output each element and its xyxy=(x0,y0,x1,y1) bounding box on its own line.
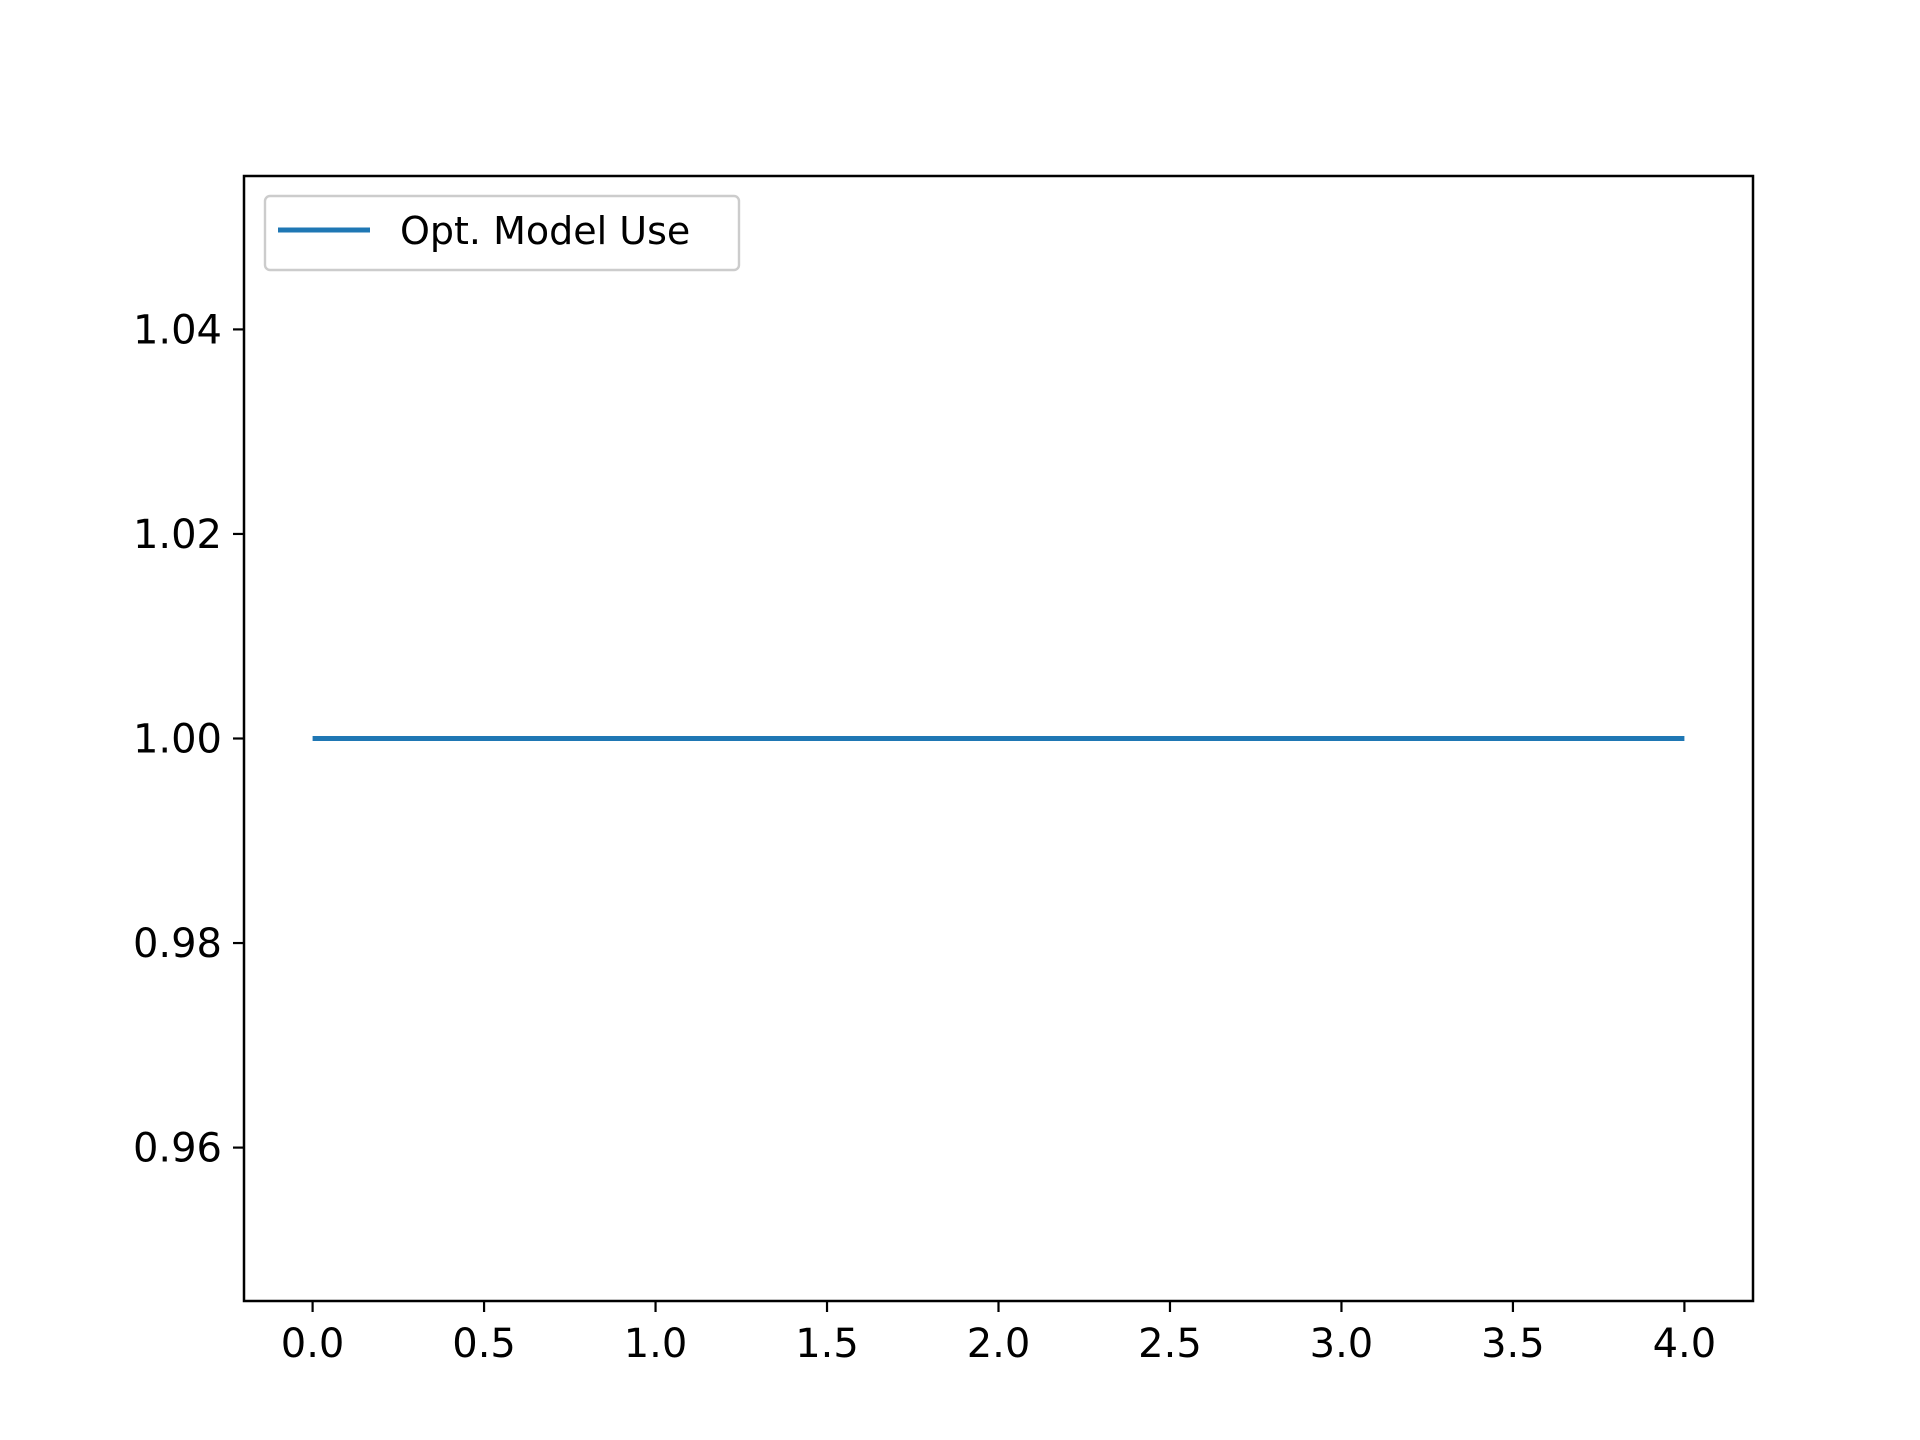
y-tick-label: 0.98 xyxy=(133,921,222,967)
x-tick-label: 2.5 xyxy=(1138,1321,1202,1367)
axes: 0.0 0.5 1.0 1.5 2.0 2.5 3.0 3.5 4.0 0.96 0.98 1.00 1… xyxy=(133,174,1755,1367)
x-tick-label: 1.0 xyxy=(624,1321,688,1367)
legend-label: Opt. Model Use xyxy=(400,209,690,253)
y-tick-label: 1.02 xyxy=(133,512,222,558)
x-tick-label: 4.0 xyxy=(1653,1321,1717,1367)
y-tick-label: 0.96 xyxy=(133,1126,222,1172)
y-tick-label: 1.04 xyxy=(133,307,222,353)
x-tick-label: 0.5 xyxy=(452,1321,516,1367)
x-tick-label: 0.0 xyxy=(281,1321,345,1367)
x-tick-label: 3.5 xyxy=(1481,1321,1545,1367)
x-tick-label: 1.5 xyxy=(795,1321,859,1367)
legend-box xyxy=(263,194,741,272)
y-tick-label: 1.00 xyxy=(133,717,222,763)
x-tick-label: 2.0 xyxy=(967,1321,1031,1367)
legend: Opt. Model Use xyxy=(263,194,741,272)
x-tick-label: 3.0 xyxy=(1310,1321,1374,1367)
